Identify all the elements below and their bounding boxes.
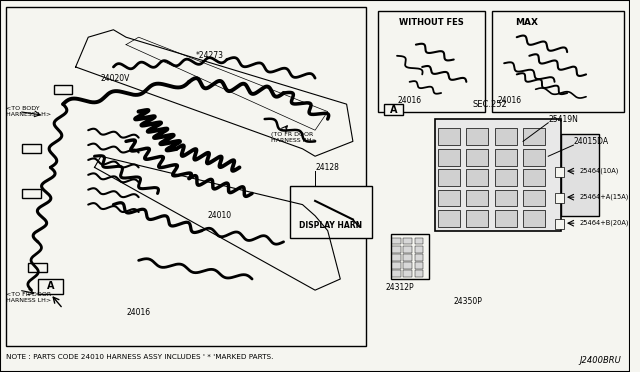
Bar bbox=[392, 246, 401, 253]
Bar bbox=[438, 190, 460, 206]
Bar bbox=[523, 149, 545, 166]
Bar bbox=[415, 270, 424, 277]
Bar bbox=[523, 128, 545, 145]
FancyBboxPatch shape bbox=[385, 104, 403, 115]
Bar bbox=[554, 193, 564, 203]
Bar bbox=[467, 190, 488, 206]
Text: (TO FR DOOR
HARNESS RH>: (TO FR DOOR HARNESS RH> bbox=[271, 132, 317, 143]
Bar bbox=[467, 210, 488, 227]
Text: 25464+B(20A): 25464+B(20A) bbox=[580, 220, 629, 227]
Bar bbox=[438, 169, 460, 186]
FancyBboxPatch shape bbox=[38, 279, 63, 294]
Bar bbox=[467, 128, 488, 145]
Bar bbox=[392, 254, 401, 261]
Bar bbox=[523, 190, 545, 206]
Bar bbox=[22, 189, 41, 198]
Bar bbox=[28, 263, 47, 272]
Text: 25464(10A): 25464(10A) bbox=[580, 168, 619, 174]
Text: 24015DA: 24015DA bbox=[573, 137, 609, 146]
Text: 24010: 24010 bbox=[208, 211, 232, 220]
Bar bbox=[523, 210, 545, 227]
Bar bbox=[415, 262, 424, 269]
Text: NOTE : PARTS CODE 24010 HARNESS ASSY INCLUDES ' * 'MARKED PARTS.: NOTE : PARTS CODE 24010 HARNESS ASSY INC… bbox=[6, 354, 274, 360]
Text: MAX: MAX bbox=[515, 18, 538, 27]
Bar bbox=[467, 169, 488, 186]
Text: 24312P: 24312P bbox=[386, 283, 415, 292]
Text: J2400BRU: J2400BRU bbox=[579, 356, 621, 365]
FancyBboxPatch shape bbox=[435, 119, 561, 231]
Bar bbox=[403, 262, 412, 269]
Text: SEC.252: SEC.252 bbox=[472, 100, 508, 109]
Bar bbox=[415, 254, 424, 261]
Bar bbox=[22, 144, 41, 153]
Bar bbox=[495, 128, 516, 145]
Text: A: A bbox=[47, 282, 54, 291]
Text: 25464+A(15A): 25464+A(15A) bbox=[580, 194, 629, 201]
Bar bbox=[554, 219, 564, 229]
Bar bbox=[438, 128, 460, 145]
Text: 25419N: 25419N bbox=[548, 115, 578, 124]
Bar bbox=[438, 210, 460, 227]
Bar bbox=[495, 190, 516, 206]
Text: 24020V: 24020V bbox=[101, 74, 130, 83]
Text: 24016: 24016 bbox=[498, 96, 522, 105]
Text: 24128: 24128 bbox=[315, 163, 339, 172]
Bar bbox=[467, 149, 488, 166]
FancyBboxPatch shape bbox=[390, 234, 429, 279]
Text: <TO FR DOOR
HARNESS LH>: <TO FR DOOR HARNESS LH> bbox=[6, 292, 51, 303]
Text: A: A bbox=[390, 105, 397, 115]
Text: <TO BODY
HARNESS LH>: <TO BODY HARNESS LH> bbox=[6, 106, 51, 117]
FancyBboxPatch shape bbox=[290, 186, 372, 238]
Bar bbox=[392, 238, 401, 244]
FancyBboxPatch shape bbox=[378, 11, 485, 112]
Text: WITHOUT FES: WITHOUT FES bbox=[399, 18, 464, 27]
Text: 24016: 24016 bbox=[397, 96, 421, 105]
Bar bbox=[403, 246, 412, 253]
Text: 24016: 24016 bbox=[126, 308, 150, 317]
Bar bbox=[392, 270, 401, 277]
Bar bbox=[438, 149, 460, 166]
Bar bbox=[495, 149, 516, 166]
Text: *24273: *24273 bbox=[195, 51, 223, 60]
Bar bbox=[554, 167, 564, 177]
Text: DISPLAY HARN: DISPLAY HARN bbox=[300, 221, 362, 230]
Bar bbox=[495, 169, 516, 186]
Bar bbox=[415, 238, 424, 244]
Bar bbox=[392, 262, 401, 269]
Text: 24350P: 24350P bbox=[454, 297, 483, 306]
Bar bbox=[495, 210, 516, 227]
Bar bbox=[523, 169, 545, 186]
FancyBboxPatch shape bbox=[492, 11, 624, 112]
FancyBboxPatch shape bbox=[561, 134, 598, 216]
Bar bbox=[54, 85, 72, 94]
Bar bbox=[415, 246, 424, 253]
FancyBboxPatch shape bbox=[6, 7, 365, 346]
Bar bbox=[403, 238, 412, 244]
Bar bbox=[403, 254, 412, 261]
Bar bbox=[403, 270, 412, 277]
